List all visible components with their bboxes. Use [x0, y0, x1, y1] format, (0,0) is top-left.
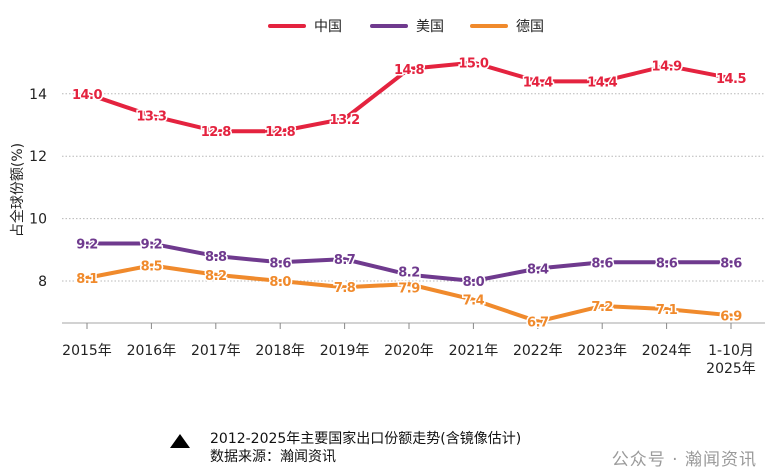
data-label: 7.4 [463, 294, 485, 309]
caption-source: 数据来源：瀚闻资讯 [210, 449, 336, 465]
data-label: 8.6 [720, 256, 742, 271]
data-label: 8.0 [269, 275, 291, 290]
x-tick-label: 1-10月 [708, 343, 754, 359]
y-tick-label: 14 [29, 87, 47, 103]
data-label: 9.2 [141, 238, 163, 253]
data-label: 12.8 [265, 125, 296, 140]
legend-label: 美国 [416, 19, 444, 35]
data-label: 8.7 [334, 253, 356, 268]
data-label: 9.2 [76, 238, 98, 253]
watermark: 公众号 · 瀚闻资讯 [611, 450, 757, 470]
x-tick-label: 2017年 [191, 343, 241, 359]
data-label: 6.9 [720, 309, 742, 324]
x-tick-label: 2022年 [513, 343, 563, 359]
line-chart: 8 10 12 14 2015年 2016年 2017年 2018年 2019年 2020年 202… [9, 19, 765, 377]
y-axis-label: 占全球份额(%) [9, 143, 26, 237]
x-tick-label: 2020年 [384, 343, 434, 359]
x-tick-label: 2021年 [449, 343, 499, 359]
series-line [85, 241, 733, 283]
series-line [85, 60, 733, 134]
data-label: 14.4 [523, 75, 554, 90]
data-label: 8.0 [463, 275, 485, 290]
caption-title: 2012-2025年主要国家出口份额走势(含镜像估计) [210, 431, 522, 447]
data-label: 13.2 [330, 113, 360, 128]
x-tick-label: 2025年 [706, 361, 756, 377]
x-tick-label: 2024年 [642, 343, 692, 359]
data-label: 8.8 [205, 250, 227, 265]
caption: 2012-2025年主要国家出口份额走势(含镜像估计) 数据来源：瀚闻资讯 [210, 430, 521, 466]
series-line [85, 263, 733, 324]
x-tick-label: 2016年 [127, 343, 177, 359]
data-label: 7.1 [656, 303, 678, 318]
x-tick-label: 2018年 [255, 343, 305, 359]
data-label: 8.2 [398, 265, 420, 280]
data-label: 14.4 [587, 75, 618, 90]
x-tick-label: 2023年 [577, 343, 627, 359]
data-label: 12.8 [201, 125, 232, 140]
data-label: 14.5 [716, 72, 747, 87]
data-label: 7.9 [398, 281, 420, 296]
y-tick-label: 12 [29, 149, 47, 165]
data-label: 8.6 [269, 256, 291, 271]
data-label: 15.0 [458, 57, 489, 72]
data-label: 8.5 [141, 259, 163, 274]
data-label: 8.2 [205, 269, 227, 284]
y-tick-label: 10 [29, 212, 47, 228]
data-label: 14.9 [652, 60, 683, 75]
data-label: 14.8 [394, 63, 425, 78]
data-label: 7.8 [334, 281, 356, 296]
data-label: 8.1 [76, 272, 98, 287]
legend-label: 德国 [516, 19, 544, 35]
x-tick-label: 2015年 [62, 343, 112, 359]
data-label: 14.0 [72, 88, 103, 103]
data-label: 13.3 [136, 110, 167, 125]
y-tick-label: 8 [38, 274, 47, 290]
data-label: 7.2 [591, 300, 613, 315]
x-tick-label: 2019年 [320, 343, 370, 359]
data-label: 8.4 [527, 263, 549, 278]
data-label: 8.6 [591, 256, 613, 271]
legend-label: 中国 [314, 19, 342, 35]
data-label: 8.6 [656, 256, 678, 271]
triangle-icon [170, 434, 190, 448]
data-label: 6.7 [527, 316, 549, 331]
